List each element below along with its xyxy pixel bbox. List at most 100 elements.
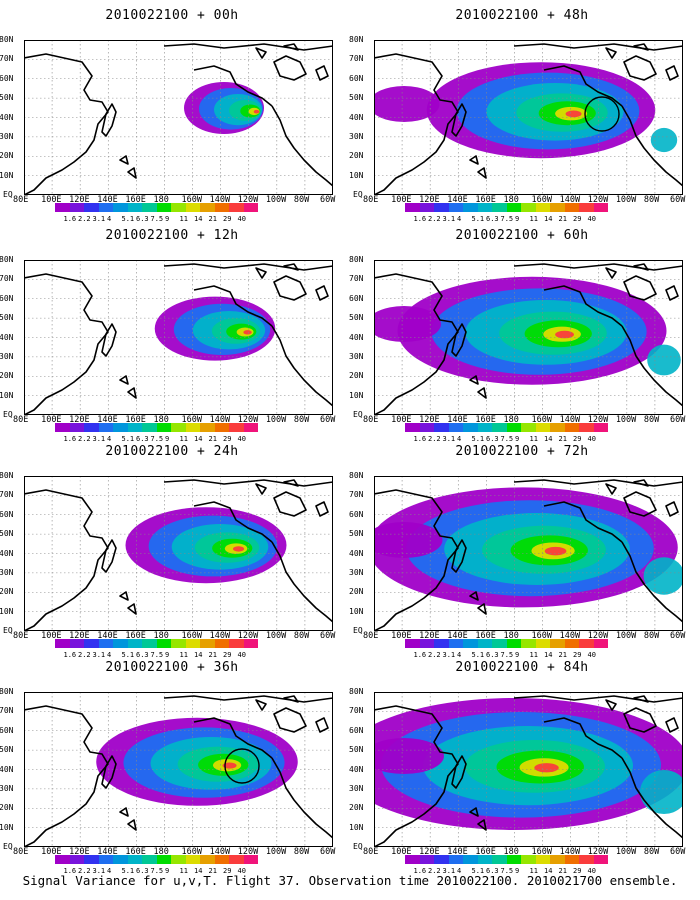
colorbar-swatch bbox=[521, 639, 536, 648]
colorbar-label: 40 bbox=[237, 651, 246, 659]
lat-tick-label: EQ bbox=[353, 626, 363, 635]
colorbar-swatch bbox=[113, 639, 128, 648]
lon-tick-label: 80E bbox=[13, 195, 29, 205]
colorbar-swatch bbox=[142, 855, 157, 864]
colorbar-label: 7.5 bbox=[150, 867, 164, 875]
colorbar-label: 11 bbox=[529, 435, 538, 443]
colorbar-label: 3.1 bbox=[92, 867, 106, 875]
colorbar-swatch bbox=[156, 203, 171, 212]
colorbar-label: 1.6 bbox=[413, 215, 427, 223]
colorbar-swatch bbox=[579, 639, 594, 648]
colorbar-label: 6.3 bbox=[486, 215, 499, 223]
colorbar-label: 9 bbox=[515, 651, 520, 659]
colorbar-swatch bbox=[84, 203, 99, 212]
colorbar-label: 21 bbox=[208, 867, 217, 875]
lon-tick-label: 140E bbox=[97, 195, 118, 205]
lon-tick-label: 140W bbox=[559, 631, 581, 641]
lon-tick-label: 160W bbox=[181, 847, 203, 857]
colorbar-label: 11 bbox=[179, 435, 188, 443]
observation-circle bbox=[584, 96, 620, 132]
colorbar-label: 9 bbox=[165, 435, 170, 443]
colorbar-label: 40 bbox=[587, 215, 596, 223]
colorbar-swatch bbox=[405, 639, 420, 648]
map-frame bbox=[24, 476, 333, 631]
colorbar-swatch bbox=[506, 203, 521, 212]
lat-tick-label: EQ bbox=[353, 842, 363, 851]
colorbar-swatch bbox=[127, 203, 142, 212]
lon-tick-label: 80E bbox=[363, 847, 379, 857]
variance-contour-6 bbox=[544, 546, 567, 556]
lon-tick-label: 140W bbox=[209, 847, 231, 857]
lon-tick-label: 180 bbox=[153, 847, 169, 857]
colorbar-swatch bbox=[535, 423, 550, 432]
lon-tick-label: 100W bbox=[265, 415, 287, 425]
colorbar-swatch bbox=[448, 203, 463, 212]
map-frame bbox=[24, 260, 333, 415]
colorbar-label: 2.2 bbox=[78, 867, 91, 875]
colorbar-label: 2.2 bbox=[428, 867, 441, 875]
colorbar-swatch bbox=[477, 639, 492, 648]
lat-tick-label: 30N bbox=[0, 783, 14, 793]
lat-lon-grid bbox=[24, 40, 333, 195]
colorbar-swatch bbox=[229, 855, 244, 864]
variance-contour-6 bbox=[243, 330, 252, 335]
colorbar-label: 21 bbox=[208, 435, 217, 443]
lon-tick-label: 120W bbox=[587, 415, 609, 425]
colorbar-label: 5.1 bbox=[121, 651, 135, 659]
map-panel: 2010022100 + 72h 80N 70N 60N 50N 40N 30N 20N 10N… bbox=[349, 444, 692, 662]
colorbar-swatch bbox=[84, 855, 99, 864]
colorbar-label: 40 bbox=[237, 867, 246, 875]
colorbar-label: 5.1 bbox=[471, 867, 485, 875]
lon-tick-label: 100W bbox=[265, 195, 287, 205]
lon-tick-label: 100E bbox=[41, 631, 62, 641]
colorbar-label: 21 bbox=[558, 651, 567, 659]
lon-tick-label: 80E bbox=[13, 415, 29, 425]
variance-western-lobe bbox=[374, 738, 444, 774]
lon-tick-label: 60W bbox=[320, 847, 336, 857]
lon-tick-label: 80W bbox=[643, 847, 660, 857]
colorbar-swatch bbox=[492, 639, 507, 648]
colorbar-label: 1.6 bbox=[63, 435, 77, 443]
colorbar-label: 14 bbox=[194, 867, 203, 875]
colorbar-swatch bbox=[463, 423, 478, 432]
map-plot bbox=[374, 260, 683, 415]
colorbar-label: 4 bbox=[457, 867, 462, 875]
colorbar-label: 7.5 bbox=[150, 215, 164, 223]
colorbar-label: 40 bbox=[587, 435, 596, 443]
colorbar-label: 1.6 bbox=[413, 435, 427, 443]
lon-tick-label: 100E bbox=[391, 847, 412, 857]
colorbar-swatch bbox=[477, 423, 492, 432]
colorbar-label: 29 bbox=[573, 215, 582, 223]
colorbar-swatch bbox=[84, 423, 99, 432]
colorbar-swatch bbox=[69, 639, 84, 648]
colorbar-swatch bbox=[113, 203, 128, 212]
lon-tick-label: 160W bbox=[531, 195, 553, 205]
colorbar-label: 9 bbox=[165, 867, 170, 875]
colorbar bbox=[405, 423, 608, 432]
variance-contour-6 bbox=[222, 762, 237, 769]
colorbar-label: 2.2 bbox=[428, 215, 441, 223]
colorbar-label: 6.3 bbox=[136, 867, 149, 875]
panel-title: 2010022100 + 84h bbox=[455, 660, 589, 675]
colorbar-label: 29 bbox=[223, 651, 232, 659]
lon-tick-label: 140W bbox=[209, 415, 231, 425]
colorbar-swatch bbox=[113, 855, 128, 864]
lon-tick-label: 120E bbox=[69, 631, 90, 641]
colorbar-swatch bbox=[55, 203, 70, 212]
colorbar-label: 3.1 bbox=[92, 435, 106, 443]
lon-tick-label: 160E bbox=[125, 847, 146, 857]
lat-lon-grid bbox=[374, 476, 683, 631]
colorbar-label: 9 bbox=[515, 435, 520, 443]
lon-tick-label: 180 bbox=[153, 631, 169, 641]
lon-tick-label: 120W bbox=[587, 631, 609, 641]
lon-tick-label: 100W bbox=[615, 415, 637, 425]
colorbar-swatch bbox=[579, 423, 594, 432]
variance-western-lobe bbox=[374, 86, 440, 122]
colorbar-swatch bbox=[127, 423, 142, 432]
map-plot bbox=[24, 692, 333, 847]
colorbar-swatch bbox=[98, 423, 113, 432]
colorbar-swatch bbox=[84, 639, 99, 648]
variance-contour-6 bbox=[253, 109, 260, 114]
map-frame bbox=[24, 692, 333, 847]
panel-title: 2010022100 + 12h bbox=[105, 228, 239, 243]
